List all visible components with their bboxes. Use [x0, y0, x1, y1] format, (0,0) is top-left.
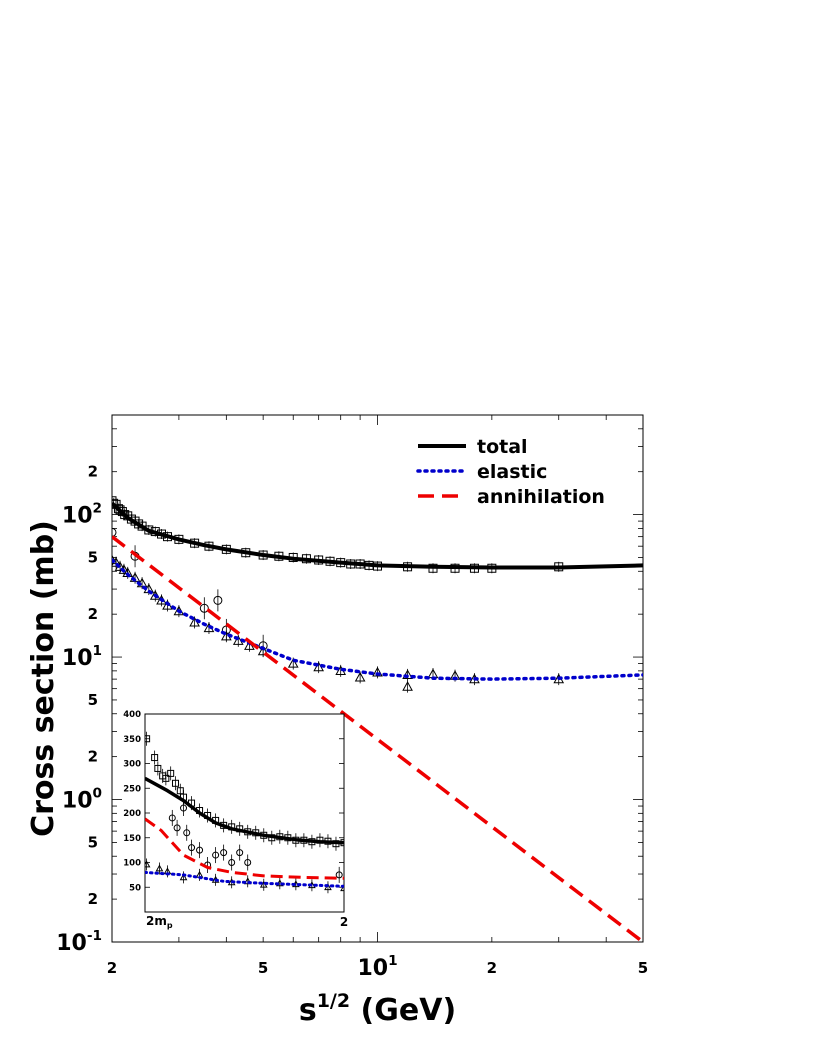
inset-x-tick-label: 2: [340, 915, 348, 929]
data-point-circle: [180, 804, 188, 812]
data-point-circle: [220, 849, 228, 857]
inset-y-tick-label: 300: [123, 760, 141, 770]
legend-label-total: total: [477, 436, 528, 458]
data-point-triangle: [340, 884, 344, 892]
inset-series-elastic: [145, 870, 344, 888]
x-tick-label: 2: [487, 959, 497, 977]
data-point-circle: [213, 595, 223, 605]
y-tick-label: 102: [62, 501, 102, 529]
data-point-square: [167, 769, 175, 777]
data-point-square: [151, 754, 159, 762]
inset-y-tick-label: 150: [123, 834, 141, 844]
inset-y-tick-label: 100: [123, 859, 141, 869]
y-tick-label: 101: [62, 643, 102, 671]
minor-ticks: [111, 414, 644, 943]
data-point-circle: [173, 824, 181, 832]
data-point-circle: [183, 829, 191, 837]
data-point-circle: [168, 814, 176, 822]
legend-label-annihilation: annihilation: [477, 486, 605, 508]
x-tick-label: 5: [258, 959, 268, 977]
data-point-triangle: [145, 860, 151, 868]
data-point-circle: [228, 859, 236, 866]
y-tick-label: 2: [88, 748, 98, 766]
data-point-circle: [335, 871, 343, 879]
y-tick-label: 5: [88, 833, 98, 851]
data-point-circle: [212, 851, 220, 859]
legend: total elastic annihilation: [416, 436, 605, 508]
inset-series-total: [145, 776, 344, 845]
inset-y-tick-label: 250: [123, 784, 141, 794]
data-point-triangle: [354, 671, 366, 682]
y-axis-label: Cross section (mb): [26, 520, 61, 837]
data-point-square: [162, 774, 170, 782]
data-point-circle: [188, 844, 196, 852]
x-tick-label: 101: [357, 953, 397, 981]
series-total: [112, 501, 643, 570]
y-tick-label: 5: [88, 691, 98, 709]
y-tick-label: 10-1: [56, 928, 102, 956]
data-point-square: [171, 779, 179, 787]
data-point-circle: [236, 849, 244, 857]
y-tick-label: 5: [88, 548, 98, 566]
x-tick-label: 2: [107, 959, 117, 977]
inset-series-annihilation: [145, 817, 344, 880]
x-tick-label: 5: [638, 959, 648, 977]
curves: [112, 501, 643, 942]
data-point-circle: [199, 603, 209, 613]
inset-x-tick-label: 2mp: [146, 914, 173, 930]
legend-label-elastic: elastic: [477, 461, 547, 483]
x-axis-label: s1/2 (GeV): [299, 990, 456, 1028]
data-point-circle: [244, 859, 252, 866]
y-tick-label: 2: [88, 605, 98, 623]
inset-chart: 50 100 150 200 250 300 350 400 2mp 2: [123, 710, 348, 930]
series-elastic: [112, 558, 643, 681]
data-point-square: [154, 764, 162, 772]
data-point-triangle: [402, 681, 413, 691]
inset-curves: [145, 776, 344, 888]
data-markers: [112, 495, 565, 693]
data-point-circle: [196, 846, 204, 854]
y-tick-label: 100: [62, 786, 102, 814]
inset-y-tick-label: 400: [123, 710, 141, 720]
y-tick-label: 2: [88, 890, 98, 908]
data-point-square: [145, 735, 151, 743]
y-tick-label: 2: [88, 463, 98, 481]
data-point-triangle: [287, 658, 299, 668]
inset-y-tick-label: 200: [123, 809, 141, 819]
inset-y-tick-label: 50: [129, 883, 141, 893]
data-point-triangle: [155, 864, 164, 872]
series-annihilation: [112, 535, 643, 942]
data-point-circle: [112, 527, 117, 537]
data-point-triangle: [179, 873, 188, 881]
data-point-triangle: [112, 554, 118, 565]
data-point-triangle: [372, 666, 383, 677]
data-point-triangle: [243, 877, 252, 885]
inset-y-tick-label: 350: [123, 735, 141, 745]
data-point-square: [115, 505, 125, 515]
